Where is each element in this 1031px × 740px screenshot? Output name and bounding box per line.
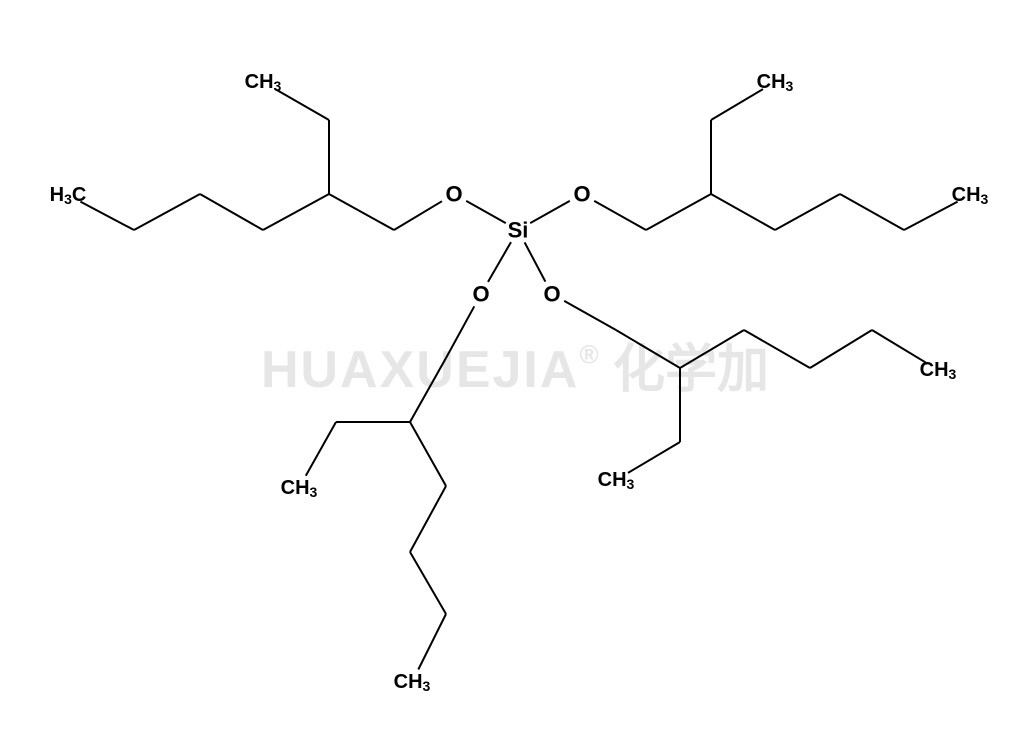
bond [134,194,200,230]
bond [466,201,506,223]
bond [394,201,442,230]
bond [594,201,646,230]
bond [525,242,546,281]
bond [80,202,134,230]
atom-label-Si: Si [508,218,529,243]
bond [564,301,616,330]
bond [711,194,775,230]
atom-label-tr_c6: CH3 [952,184,989,207]
bond [263,194,329,230]
bond [872,330,926,363]
bond [200,194,263,230]
bond [775,194,840,230]
bond [810,330,872,368]
bond [410,422,446,486]
bond [418,614,446,670]
atom-label-bl_c6: CH3 [394,671,431,694]
atom-label-tl_et: CH3 [245,71,282,94]
bond [628,442,680,473]
bond [711,89,763,120]
atom-label-tr_et: CH3 [757,71,794,94]
atom-label-O_tr: O [573,182,590,207]
bond [904,202,958,230]
molecule-diagram: HUAXUEJIA® 化学加 Si O O O O CH3 H3C CH3 CH3 CH3 CH3 CH… [0,0,1031,740]
bond [410,552,446,614]
atom-label-tl_c6: H3C [50,184,87,207]
bond [329,194,394,230]
atom-label-O_bl: O [472,282,489,307]
bond [530,201,570,223]
watermark: HUAXUEJIA® 化学加 [261,339,769,399]
atom-label-O_tl: O [445,182,462,207]
bond [275,89,329,120]
bond [410,486,446,552]
bond [646,194,711,230]
bond [840,194,904,230]
bond [306,422,336,476]
bond [488,242,511,282]
atom-label-br_c6: CH3 [920,359,957,382]
atom-label-bl_et: CH3 [281,477,318,500]
atom-label-O_br: O [543,282,560,307]
